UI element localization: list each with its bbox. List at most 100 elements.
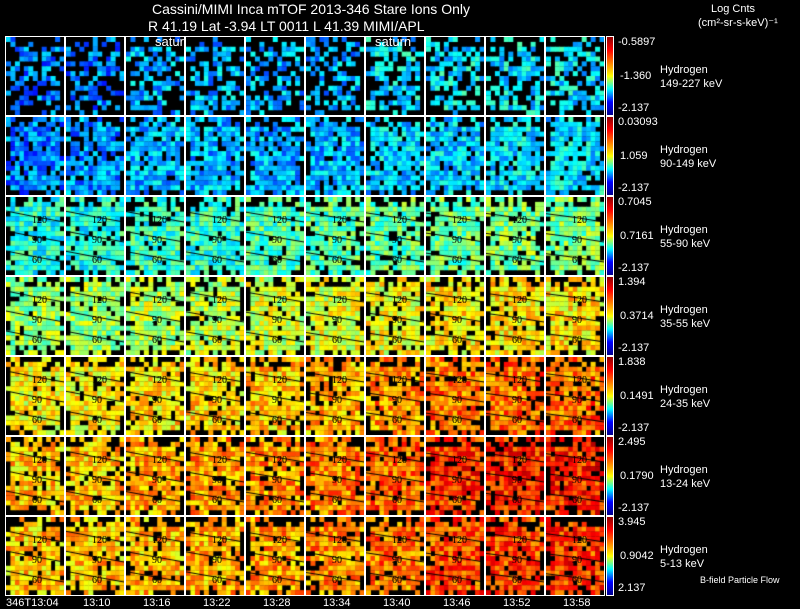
contour-label: 120 <box>92 375 107 386</box>
contour-label: 60 <box>452 335 462 346</box>
colorbar-max: 2.495 <box>618 436 646 448</box>
contour-label: 60 <box>332 255 342 266</box>
heatmap-panel: 120 90 60 <box>425 356 485 436</box>
heatmap-panel: 120 90 60 <box>485 196 545 276</box>
species-name: Hydrogen <box>660 544 708 556</box>
contour-label: 90 <box>32 555 42 566</box>
footer-note: B-field Particle Flow <box>700 575 780 585</box>
heatmap-panel: 120 90 60 <box>5 356 65 436</box>
colorbar-mid: 0.1790 <box>620 470 654 482</box>
colorbar-min: -2.137 <box>618 262 650 274</box>
contour-label: 90 <box>152 475 162 486</box>
heatmap-panel: 120 90 60 <box>365 356 425 436</box>
panel-pixels <box>366 277 424 355</box>
time-tick-label: 13:58 <box>563 597 591 609</box>
contour-label: 90 <box>152 395 162 406</box>
colorbar-min: -2.137 <box>618 102 650 114</box>
heatmap-grid: 120 90 60 120 90 60 120 90 60 120 90 60 120 90 60 120 90… <box>5 36 605 596</box>
contour-label: 60 <box>272 495 282 506</box>
contour-label: 120 <box>392 215 407 226</box>
heatmap-panel: 120 90 60 <box>365 196 425 276</box>
heatmap-panel <box>305 116 365 196</box>
heatmap-panel <box>5 116 65 196</box>
contour-label: 120 <box>572 535 587 546</box>
heatmap-panel <box>485 36 545 116</box>
heatmap-panel: 120 90 60 <box>425 516 485 596</box>
contour-label: 90 <box>572 235 582 246</box>
colorbar <box>606 436 614 516</box>
contour-label: 120 <box>332 215 347 226</box>
contour-label: 60 <box>212 415 222 426</box>
panel-pixels <box>426 517 484 595</box>
panel-pixels <box>66 197 124 275</box>
colorbar-mid: 0.3714 <box>620 310 654 322</box>
contour-label: 60 <box>572 255 582 266</box>
species-label: Hydrogen 90-149 keV <box>660 143 716 171</box>
species-name: Hydrogen <box>660 144 708 156</box>
heatmap-panel <box>425 36 485 116</box>
heatmap-panel: 120 90 60 <box>125 196 185 276</box>
contour-label: 90 <box>512 555 522 566</box>
contour-label: 60 <box>272 255 282 266</box>
colorbar-mid: 1.059 <box>620 150 648 162</box>
panel-pixels <box>126 197 184 275</box>
contour-label: 60 <box>392 575 402 586</box>
species-label: Hydrogen 5-13 keV <box>660 543 708 571</box>
colorbar-max: 1.394 <box>618 276 646 288</box>
heatmap-panel: 120 90 60 <box>65 196 125 276</box>
contour-label: 60 <box>332 495 342 506</box>
contour-label: 60 <box>512 255 522 266</box>
species-name: Hydrogen <box>660 224 708 236</box>
contour-label: 120 <box>152 295 167 306</box>
contour-label: 90 <box>152 235 162 246</box>
heatmap-panel: 120 90 60 <box>545 436 605 516</box>
heatmap-panel: 120 90 60 <box>185 356 245 436</box>
colorbar-title: Log Cnts <box>711 3 756 15</box>
panel-pixels <box>426 117 484 195</box>
heatmap-panel: 120 90 60 <box>185 196 245 276</box>
contour-label: 120 <box>512 295 527 306</box>
colorbar-units: (cm²-sr-s-keV)⁻¹ <box>698 17 778 29</box>
contour-label: 90 <box>212 235 222 246</box>
contour-label: 60 <box>152 575 162 586</box>
colorbar-mid: -1.360 <box>620 70 652 82</box>
contour-label: 120 <box>572 455 587 466</box>
panel-pixels <box>546 357 604 435</box>
contour-label: 120 <box>572 375 587 386</box>
contour-label: 60 <box>572 495 582 506</box>
contour-label: 60 <box>332 335 342 346</box>
contour-label: 60 <box>152 335 162 346</box>
contour-label: 90 <box>272 555 282 566</box>
panel-pixels <box>126 357 184 435</box>
heatmap-panel <box>545 36 605 116</box>
contour-label: 120 <box>212 535 227 546</box>
species-label: Hydrogen 35-55 keV <box>660 303 710 331</box>
heatmap-panel: 120 90 60 <box>5 516 65 596</box>
panel-pixels <box>246 517 304 595</box>
contour-label: 120 <box>272 215 287 226</box>
panel-pixels <box>366 37 424 115</box>
contour-label: 60 <box>32 495 42 506</box>
heatmap-panel <box>185 116 245 196</box>
panel-pixels <box>306 117 364 195</box>
species-name: Hydrogen <box>660 64 708 76</box>
colorbar <box>606 276 614 356</box>
contour-label: 120 <box>152 375 167 386</box>
panel-pixels <box>306 517 364 595</box>
contour-label: 90 <box>32 315 42 326</box>
heatmap-panel: 120 90 60 <box>5 436 65 516</box>
contour-label: 120 <box>152 535 167 546</box>
colorbar-min: 2.137 <box>618 582 646 594</box>
contour-label: 90 <box>92 315 102 326</box>
panel-pixels <box>546 197 604 275</box>
panel-pixels <box>366 117 424 195</box>
contour-label: 90 <box>392 315 402 326</box>
panel-pixels <box>126 437 184 515</box>
contour-label: 60 <box>92 495 102 506</box>
panel-pixels <box>126 277 184 355</box>
panel-pixels <box>126 117 184 195</box>
energy-range: 55-90 keV <box>660 238 711 250</box>
energy-range: 13-24 keV <box>660 478 711 490</box>
heatmap-panel: 120 90 60 <box>5 276 65 356</box>
colorbar-mid: 0.7161 <box>620 230 654 242</box>
